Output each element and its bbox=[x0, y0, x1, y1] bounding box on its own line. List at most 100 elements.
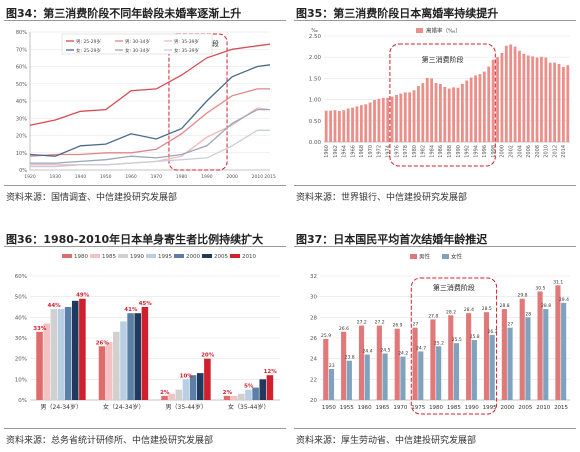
bar bbox=[487, 66, 491, 142]
bar bbox=[447, 88, 451, 142]
bar bbox=[346, 360, 352, 400]
data-label: 49% bbox=[76, 293, 90, 299]
bar bbox=[120, 321, 127, 400]
bar bbox=[535, 57, 539, 142]
bar bbox=[460, 83, 464, 142]
bar bbox=[400, 356, 406, 400]
bar bbox=[526, 55, 530, 143]
bar bbox=[161, 395, 168, 400]
x-tick-label: 1978 bbox=[403, 145, 409, 158]
data-label: 27.8 bbox=[428, 313, 438, 319]
figure-source: 资料来源：厚生劳动省、中信建投研究发展部 bbox=[296, 436, 477, 446]
bar bbox=[430, 319, 436, 400]
bar bbox=[328, 369, 335, 400]
bar bbox=[403, 92, 407, 142]
bar bbox=[337, 111, 341, 142]
bar bbox=[519, 298, 525, 400]
bar bbox=[555, 285, 561, 400]
bar bbox=[395, 94, 398, 142]
x-tick-label: 2000 bbox=[501, 405, 515, 411]
y-tick-label: 10% bbox=[16, 151, 27, 157]
y-tick-label: 30% bbox=[15, 336, 27, 342]
data-label: 27 bbox=[507, 322, 513, 328]
x-tick-label: 2005 bbox=[518, 405, 532, 411]
y-tick-label: 20 bbox=[310, 398, 317, 404]
x-tick-label: 1988 bbox=[447, 145, 453, 158]
bar bbox=[57, 309, 65, 400]
bar bbox=[204, 358, 211, 400]
bar bbox=[465, 80, 469, 142]
legend-swatch bbox=[410, 254, 417, 259]
bar bbox=[456, 87, 460, 142]
y-tick-label: 2.50 bbox=[309, 34, 322, 40]
figure-35-panel: 图35：第三消费阶段日本离婚率持续提升 ‰ 0.00 0.50 1.00 1.50 2.0… bbox=[290, 0, 580, 226]
bar bbox=[245, 389, 252, 400]
x-tick-label: 1940 bbox=[75, 174, 87, 180]
bar bbox=[448, 315, 454, 400]
data-label: 26% bbox=[96, 340, 110, 346]
bar bbox=[134, 313, 142, 400]
bar-chart-parasite-singles: 0% 10% 20% 30% 40% 50% 60% 33% 44% 49% 26% 41%45% 2%… bbox=[15, 254, 280, 411]
bar bbox=[175, 389, 183, 400]
figure-title: 图34：第三消费阶段不同年龄段未婚率逐渐上升 bbox=[6, 7, 242, 20]
bar bbox=[544, 57, 548, 142]
bar bbox=[238, 393, 245, 400]
x-tick-label: 女（24-34岁） bbox=[103, 403, 144, 411]
y-tick-label: 32 bbox=[310, 274, 317, 280]
figure-36-panel: 图36：1980-2010年日本单身寄生者比例持续扩大 0% 10% 20% 30% 4… bbox=[0, 226, 290, 452]
bar bbox=[425, 77, 429, 142]
legend-label: 1990 bbox=[130, 254, 144, 260]
bar bbox=[390, 96, 394, 142]
data-label: 28.4 bbox=[464, 307, 474, 313]
bar bbox=[478, 74, 482, 142]
bar bbox=[501, 309, 507, 400]
y-tick-label: 26 bbox=[310, 336, 317, 342]
x-tick-label: 1966 bbox=[350, 145, 356, 158]
bar bbox=[43, 323, 50, 400]
line-chart-unmarried-rate: 0% 10% 20% 30% 40% 50% 60% 70% 80% 1920 1930 1940 19… bbox=[16, 30, 276, 180]
x-tick-label: 1985 bbox=[447, 405, 461, 411]
x-tick-label: 男（24-34岁） bbox=[41, 403, 82, 411]
data-label: 41% bbox=[124, 307, 138, 313]
data-label: 24.5 bbox=[380, 348, 390, 354]
bar bbox=[377, 98, 381, 142]
bar bbox=[408, 92, 412, 142]
bar bbox=[36, 331, 43, 400]
x-tick-label: 1965 bbox=[376, 405, 390, 411]
data-label: 28 bbox=[525, 311, 531, 317]
highlight-label: 第三消费阶段 bbox=[433, 283, 475, 292]
x-tick-label: 2014 bbox=[561, 145, 567, 158]
data-label: 27 bbox=[412, 322, 418, 328]
bar bbox=[525, 317, 531, 400]
x-tick-label: 1950 bbox=[100, 174, 112, 180]
data-label: 25.2 bbox=[434, 340, 444, 346]
data-label: 23 bbox=[329, 363, 335, 369]
y-tick-label: 1.00 bbox=[309, 98, 322, 104]
legend-box bbox=[61, 33, 213, 55]
bar bbox=[141, 307, 149, 400]
legend-label: 女: 35-39岁 bbox=[174, 47, 199, 54]
bar bbox=[182, 379, 190, 400]
bar bbox=[351, 107, 354, 142]
legend-label: 1995 bbox=[158, 254, 172, 260]
data-label: 25.8 bbox=[470, 334, 480, 340]
title-divider bbox=[4, 246, 286, 247]
x-tick-label: 2012 bbox=[552, 145, 558, 158]
bar bbox=[259, 379, 267, 400]
bar bbox=[196, 373, 204, 400]
legend-label: 2010 bbox=[242, 254, 256, 260]
x-tick-label: 2002 bbox=[509, 145, 515, 158]
bar bbox=[509, 44, 513, 143]
bar bbox=[412, 327, 418, 400]
figure-title: 图37：日本国民平均首次结婚年龄推迟 bbox=[296, 233, 488, 246]
highlight-box bbox=[389, 43, 496, 167]
data-label: 2% bbox=[160, 390, 170, 396]
data-label: 28.2 bbox=[446, 309, 456, 315]
x-tick-label: 1992 bbox=[465, 145, 471, 158]
y-tick-label: 10% bbox=[15, 377, 27, 383]
bar-chart-first-marriage-age: 20 22 24 26 28 30 32 25.9 26.6 27.2 27.2 26.9 27 27.8… bbox=[310, 253, 570, 415]
bar bbox=[382, 353, 388, 400]
data-label: 25.9 bbox=[321, 333, 331, 339]
bar bbox=[113, 331, 120, 400]
legend-swatch bbox=[174, 254, 184, 258]
